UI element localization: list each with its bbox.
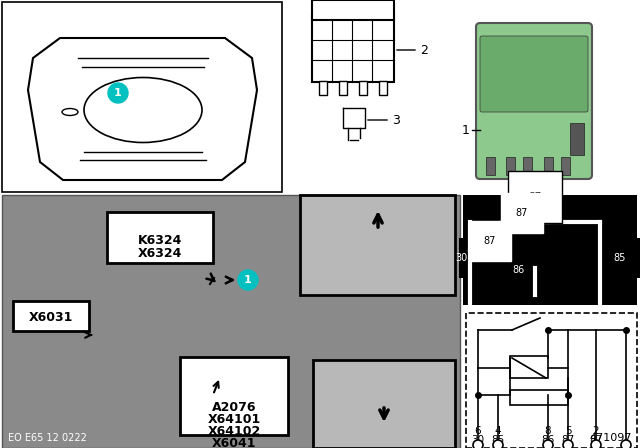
Ellipse shape	[84, 78, 202, 142]
Bar	[312, 0, 394, 20]
Circle shape	[238, 270, 258, 290]
Bar	[2, 195, 460, 448]
Bar	[319, 81, 327, 95]
Text: 30: 30	[456, 253, 468, 263]
Circle shape	[543, 440, 553, 448]
Ellipse shape	[62, 108, 78, 116]
Text: 3: 3	[392, 113, 400, 126]
Text: 86: 86	[541, 435, 555, 445]
Text: 30: 30	[472, 435, 484, 445]
Text: 87: 87	[484, 236, 496, 246]
Bar	[523, 157, 532, 175]
Text: 1: 1	[244, 275, 252, 285]
Text: 1: 1	[462, 124, 470, 137]
Text: 471097: 471097	[589, 433, 632, 443]
FancyBboxPatch shape	[13, 301, 89, 331]
FancyBboxPatch shape	[180, 357, 288, 435]
Bar	[463, 195, 637, 305]
Circle shape	[591, 440, 601, 448]
Text: 2: 2	[420, 43, 428, 56]
FancyBboxPatch shape	[476, 23, 592, 179]
Text: 85: 85	[492, 435, 504, 445]
Text: X64102: X64102	[207, 425, 260, 438]
Text: 1: 1	[114, 88, 122, 98]
Text: 4: 4	[495, 426, 501, 436]
Circle shape	[108, 83, 128, 103]
Bar	[312, 15, 394, 82]
Circle shape	[621, 440, 631, 448]
Circle shape	[493, 440, 503, 448]
Circle shape	[563, 440, 573, 448]
Bar	[466, 313, 637, 448]
Bar	[2, 2, 282, 192]
Text: X6041: X6041	[212, 436, 256, 448]
FancyBboxPatch shape	[480, 36, 588, 112]
Text: 8: 8	[545, 426, 551, 436]
Bar	[631, 238, 640, 278]
Text: X64101: X64101	[207, 413, 260, 426]
Text: X6324: X6324	[138, 246, 182, 259]
Text: EO E65 12 0222: EO E65 12 0222	[8, 433, 87, 443]
Circle shape	[473, 440, 483, 448]
Polygon shape	[28, 38, 257, 180]
Text: A2076: A2076	[212, 401, 256, 414]
Bar	[300, 195, 455, 295]
Bar	[459, 238, 469, 278]
Bar	[359, 81, 367, 95]
Text: X6031: X6031	[29, 310, 73, 323]
Text: 87: 87	[589, 435, 603, 445]
Text: 85: 85	[613, 253, 625, 263]
Bar	[510, 356, 548, 378]
Bar	[486, 157, 495, 175]
Bar	[570, 123, 584, 155]
Text: 5: 5	[564, 426, 572, 436]
Text: 2: 2	[593, 426, 599, 436]
Text: 87: 87	[561, 435, 575, 445]
Text: 87: 87	[516, 208, 528, 218]
Bar	[510, 390, 568, 405]
Bar	[339, 81, 347, 95]
Bar	[506, 157, 515, 175]
Bar	[313, 360, 455, 448]
FancyBboxPatch shape	[107, 212, 213, 263]
Bar	[561, 157, 570, 175]
Text: K6324: K6324	[138, 233, 182, 246]
Bar	[379, 81, 387, 95]
Text: 86: 86	[513, 265, 525, 275]
Text: 87: 87	[529, 192, 541, 202]
Bar	[544, 157, 553, 175]
Text: 6: 6	[475, 426, 481, 436]
